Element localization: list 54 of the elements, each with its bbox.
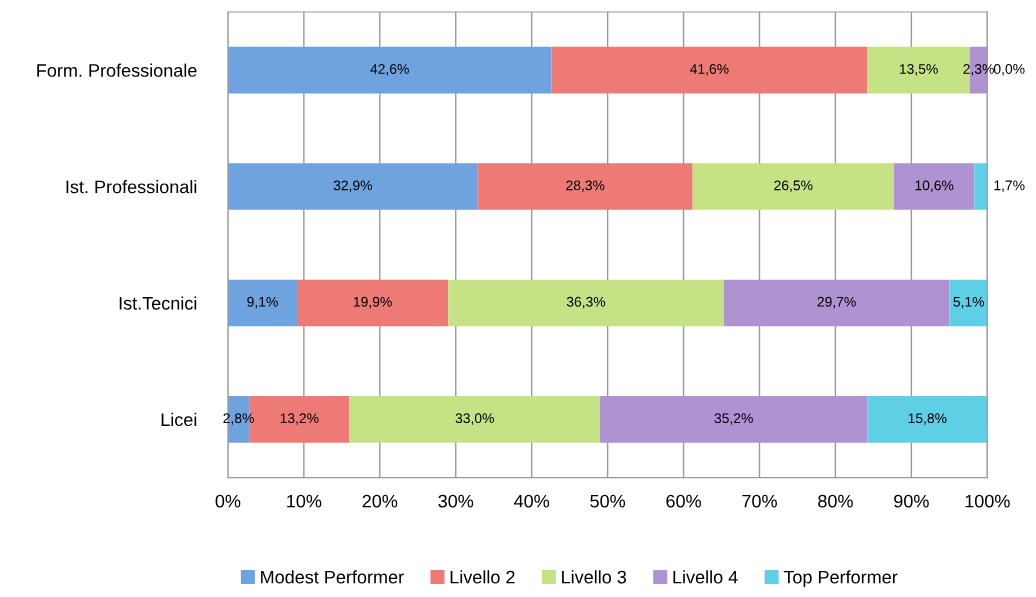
data-label: 1,7% [994,180,1025,192]
bar [227,163,478,210]
data-label: 42,6% [370,64,409,76]
data-label: 5,1% [953,296,985,309]
y-tick-label: Ist. Professionali [66,180,197,194]
bar [949,279,988,327]
bar [692,163,894,210]
data-label: 13,5% [899,64,938,76]
legend-label: Livello 2 [450,570,515,584]
data-label: 2,3% [963,64,994,76]
legend-label: Top Performer [783,570,898,588]
x-tick-label: 50% [590,494,626,508]
data-label: 26,5% [774,180,813,192]
data-label: 13,2% [280,413,319,425]
y-tick-label: Ist.Tecnici [119,296,197,310]
bar [297,279,449,327]
data-label: 35,2% [714,413,753,425]
x-tick-label: 40% [514,494,550,508]
bar [974,163,988,210]
bar [893,163,975,210]
data-label: 29,7% [817,296,856,309]
data-label: 10,6% [915,180,954,192]
data-label: 15,8% [908,413,947,425]
y-tick-label: Form. Professionale [37,63,197,77]
data-label: 33,0% [455,413,494,425]
x-tick-label: 80% [818,494,853,508]
bar [723,279,950,327]
legend-label: Modest Performer [261,570,404,584]
bar [349,396,601,443]
legend-label: Livello 4 [673,570,738,584]
x-tick-label: 20% [362,494,398,508]
legend-label: Livello 3 [562,570,627,584]
bar [448,279,724,327]
x-tick-label: 90% [894,494,929,508]
x-tick-label: 60% [666,494,701,508]
x-tick-label: 30% [438,494,474,508]
bar [867,396,988,443]
y-tick-label: Licei [161,412,197,427]
data-label: 9,1% [247,296,278,309]
x-tick-label: 0% [215,494,241,508]
bar [600,396,868,443]
data-label: 41,6% [690,64,729,76]
x-tick-label: 10% [287,494,322,508]
bar [227,46,552,94]
bar [551,46,868,94]
data-label: 19,9% [353,296,392,309]
x-tick-label: 100% [965,494,1010,508]
data-label: 32,9% [333,180,373,192]
bar [227,279,298,327]
bar [477,163,693,210]
x-tick-label: 70% [742,494,777,508]
data-label: 28,3% [566,180,605,192]
data-label: 36,3% [566,296,606,309]
data-label: 0,0% [993,64,1025,76]
